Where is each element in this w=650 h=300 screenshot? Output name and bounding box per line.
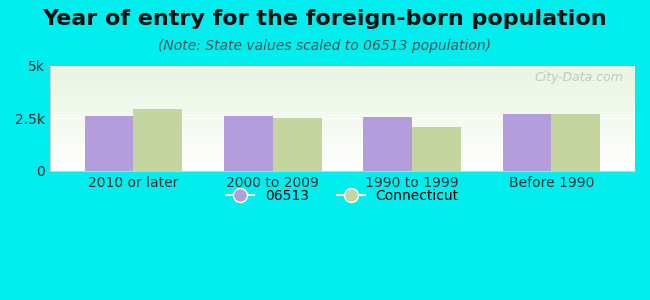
Bar xyxy=(50,82,635,85)
Bar xyxy=(50,93,635,95)
Bar xyxy=(273,118,322,171)
Bar xyxy=(50,124,635,127)
Bar xyxy=(50,165,635,167)
Bar xyxy=(50,148,635,150)
Bar xyxy=(50,74,635,76)
Bar xyxy=(84,116,133,171)
Bar xyxy=(50,68,635,70)
Bar xyxy=(50,131,635,133)
Bar xyxy=(363,116,412,171)
Bar xyxy=(50,143,635,146)
Bar xyxy=(412,127,461,171)
Bar xyxy=(50,114,635,116)
Bar xyxy=(50,80,635,83)
Legend: 06513, Connecticut: 06513, Connecticut xyxy=(220,183,464,208)
Bar xyxy=(50,106,635,108)
Bar xyxy=(50,95,635,97)
Bar xyxy=(50,78,635,80)
Bar xyxy=(50,135,635,137)
Bar xyxy=(50,72,635,74)
Text: City-Data.com: City-Data.com xyxy=(534,71,623,84)
Bar xyxy=(50,163,635,165)
Bar xyxy=(50,65,635,68)
Bar xyxy=(50,91,635,93)
Bar xyxy=(50,154,635,156)
Bar xyxy=(50,110,635,112)
Bar xyxy=(50,139,635,141)
Bar xyxy=(50,156,635,158)
Bar xyxy=(50,101,635,103)
Bar xyxy=(50,122,635,124)
Bar xyxy=(50,160,635,163)
Text: Year of entry for the foreign-born population: Year of entry for the foreign-born popul… xyxy=(43,9,607,29)
Bar xyxy=(50,127,635,129)
Bar xyxy=(224,116,273,171)
Text: (Note: State values scaled to 06513 population): (Note: State values scaled to 06513 popu… xyxy=(159,39,491,53)
Bar xyxy=(551,114,600,171)
Bar xyxy=(50,116,635,118)
Bar xyxy=(50,99,635,101)
Bar xyxy=(50,112,635,114)
Bar xyxy=(50,97,635,99)
Bar xyxy=(50,169,635,171)
Bar xyxy=(50,158,635,160)
Bar xyxy=(133,109,182,171)
Bar xyxy=(50,137,635,139)
Bar xyxy=(50,133,635,135)
Bar xyxy=(50,152,635,154)
Bar xyxy=(50,108,635,110)
Bar xyxy=(50,129,635,131)
Bar xyxy=(50,118,635,120)
Bar xyxy=(50,120,635,122)
Bar xyxy=(502,114,551,171)
Bar xyxy=(50,103,635,106)
Bar xyxy=(50,70,635,72)
Bar xyxy=(50,76,635,78)
Bar xyxy=(50,85,635,87)
Bar xyxy=(50,150,635,152)
Bar xyxy=(50,89,635,91)
Bar xyxy=(50,141,635,143)
Bar xyxy=(50,87,635,89)
Bar xyxy=(50,146,635,148)
Bar xyxy=(50,167,635,169)
